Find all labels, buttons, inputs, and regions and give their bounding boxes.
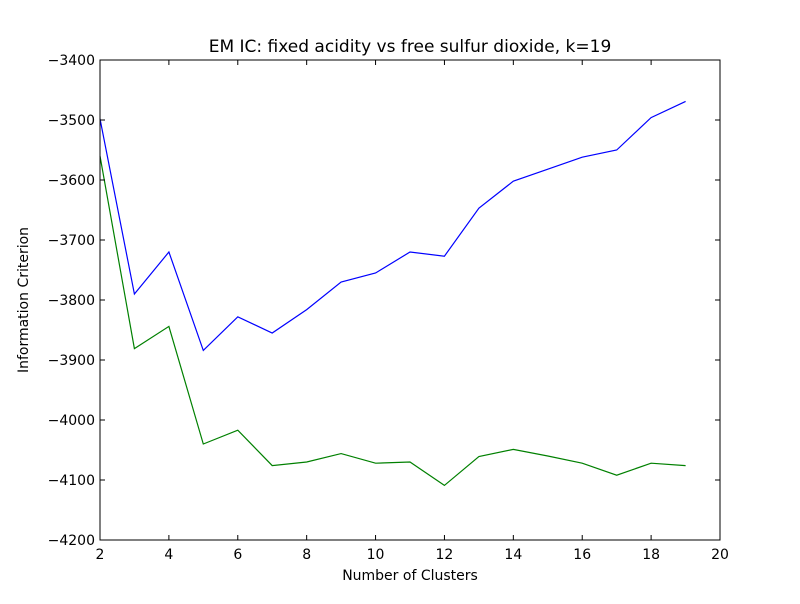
x-axis-label: Number of Clusters [342,568,478,584]
x-tick-label: 18 [642,547,660,563]
x-tick-label: 8 [302,547,311,563]
x-tick-label: 10 [367,547,385,563]
series-line-1 [99,100,686,352]
series-line-2 [99,155,686,487]
y-tick-label: −4200 [48,533,95,549]
y-tick-label: −3900 [48,353,95,369]
series-layer [99,100,686,487]
x-tick-label: 6 [233,547,242,563]
axes-layer: 2 4 6 8 10 12 14 16 18 20 −4200 −4100 −4000 −3900 −380… [48,53,729,563]
y-tick-label: −3400 [48,53,95,69]
y-tick-label: −3600 [48,173,95,189]
x-tick-label: 12 [436,547,454,563]
y-tick-label: −4000 [48,413,95,429]
chart-title: EM IC: fixed acidity vs free sulfur diox… [209,37,612,57]
y-tick-label: −3700 [48,233,95,249]
x-tick-label: 20 [711,547,729,563]
x-tick-label: 16 [573,547,591,563]
x-tick-label: 14 [504,547,522,563]
x-tick-label: 4 [164,547,173,563]
y-tick-label: −3800 [48,293,95,309]
y-tick-label: −3500 [48,113,95,129]
x-tick-label: 2 [96,547,105,563]
y-axis-label: Information Criterion [16,227,32,373]
y-tick-label: −4100 [48,473,95,489]
